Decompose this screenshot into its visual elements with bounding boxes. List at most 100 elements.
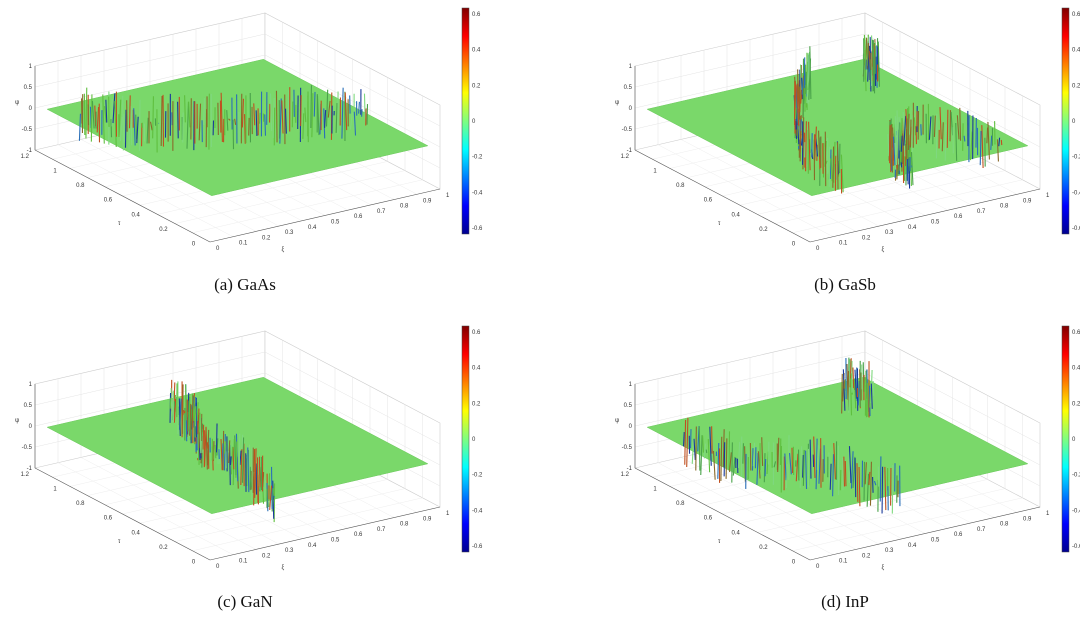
y-tick-label: 0 (192, 559, 196, 565)
x-axis-label: ξ (282, 247, 285, 253)
x-tick-label: 0.7 (977, 209, 986, 215)
x-tick-label: 0.8 (400, 522, 409, 528)
surface-spike (999, 138, 1000, 146)
colorbar-tick-label: -0.4 (1072, 508, 1080, 514)
z-tick-label: -0.5 (22, 127, 33, 133)
z-tick-label: -0.5 (622, 127, 633, 133)
y-tick-label: 0.2 (159, 227, 168, 233)
surface-spike (131, 106, 132, 145)
y-tick-label: 0.6 (704, 516, 713, 522)
surface-spike (752, 448, 753, 470)
caption: (b) GaSb (814, 275, 876, 294)
z-tick-label: 1 (629, 382, 633, 388)
panel: 10.50-0.5-11.210.80.60.40.2000.10.20.30.… (615, 326, 1080, 571)
x-tick-label: 0.6 (954, 214, 963, 220)
colorbar-tick-label: -0.6 (472, 226, 483, 232)
y-axis-label: τ (118, 539, 121, 545)
y-tick-label: 0 (192, 241, 196, 247)
z-tick-label: 0 (29, 106, 33, 112)
surface-spike (256, 110, 257, 136)
caption: (a) GaAs (214, 275, 276, 294)
x-tick-label: 0.9 (1023, 516, 1032, 522)
x-tick-label: 0.9 (1023, 198, 1032, 204)
surface-spike (696, 427, 697, 471)
surface-spike (359, 102, 360, 114)
x-tick-label: 1 (1046, 511, 1050, 517)
x-tick-label: 0.2 (862, 553, 871, 559)
surface-spike (806, 121, 807, 171)
y-tick-label: 1 (653, 487, 657, 493)
y-tick-label: 0.2 (759, 545, 768, 551)
colorbar-tick-label: 0 (472, 437, 476, 443)
x-tick-label: 0.4 (308, 543, 317, 549)
x-tick-label: 0.4 (308, 225, 317, 231)
x-tick-label: 0.3 (885, 230, 894, 236)
colorbar-tick-label: 0.2 (1072, 401, 1080, 407)
colorbar-tick-label: 0.4 (1072, 366, 1080, 372)
surface-spike (364, 94, 365, 119)
x-tick-label: 1 (446, 193, 450, 199)
surface-spike (873, 381, 874, 396)
y-tick-label: 0.4 (131, 530, 140, 536)
x-tick-label: 0.1 (839, 559, 848, 565)
y-tick-label: 1.2 (621, 472, 630, 478)
y-tick-label: 0 (792, 559, 796, 565)
surface-spike (840, 470, 841, 490)
surface-spike (947, 110, 948, 148)
z-tick-label: -0.5 (622, 445, 633, 451)
colorbar (1062, 326, 1069, 552)
surface-spike (230, 456, 231, 465)
colorbar-tick-label: -0.6 (472, 544, 483, 550)
x-tick-label: 0.8 (400, 204, 409, 210)
colorbar-tick-label: 0 (1072, 119, 1076, 125)
colorbar-tick-label: -0.4 (1072, 190, 1080, 196)
x-tick-label: 0.3 (885, 548, 894, 554)
z-axis-label: ψ (615, 100, 619, 106)
surface-spike (732, 442, 733, 482)
y-axis-label: τ (718, 221, 721, 227)
surface-spike (960, 108, 961, 141)
colorbar-tick-label: -0.4 (472, 508, 483, 514)
x-tick-label: 0 (216, 246, 220, 252)
x-tick-label: 0.6 (354, 532, 363, 538)
x-tick-label: 0 (816, 564, 820, 570)
x-tick-label: 0.6 (354, 214, 363, 220)
x-tick-label: 0.1 (239, 241, 248, 247)
y-tick-label: 0.8 (76, 183, 85, 189)
y-tick-label: 1 (653, 169, 657, 175)
surface-spike (227, 451, 228, 456)
axis-line (810, 189, 1040, 242)
axis-line (810, 507, 1040, 560)
x-tick-label: 0.4 (908, 543, 917, 549)
colorbar-tick-label: -0.6 (1072, 226, 1080, 232)
z-axis-label: ψ (15, 100, 19, 106)
z-tick-label: 1 (629, 64, 633, 70)
x-tick-label: 0.8 (1000, 204, 1009, 210)
surface-spike (239, 434, 240, 477)
surface-spike (866, 59, 867, 69)
y-tick-label: 0.6 (704, 198, 713, 204)
z-tick-label: 0 (629, 106, 633, 112)
surface-spike (882, 467, 883, 514)
surface-spike (745, 446, 746, 481)
panel: 10.50-0.5-11.210.80.60.40.2000.10.20.30.… (15, 8, 483, 253)
panel: 10.50-0.5-11.210.80.60.40.2000.10.20.30.… (15, 326, 483, 571)
y-tick-label: 0.8 (676, 183, 685, 189)
colorbar-tick-label: -0.2 (1072, 473, 1080, 479)
y-tick-label: 0.4 (731, 212, 740, 218)
x-tick-label: 1 (1046, 193, 1050, 199)
surface-spike (126, 110, 127, 148)
surface-spike (139, 100, 140, 151)
x-tick-label: 0.9 (423, 198, 432, 204)
y-tick-label: 1 (53, 169, 57, 175)
colorbar (462, 8, 469, 234)
x-axis-label: ξ (882, 565, 885, 571)
surface-spike (765, 459, 766, 476)
colorbar (462, 326, 469, 552)
x-tick-label: 0.2 (262, 235, 271, 241)
surface-spike (314, 92, 315, 117)
z-tick-label: 0.5 (624, 403, 633, 409)
surface-spike (153, 96, 154, 138)
colorbar-tick-label: -0.6 (1072, 544, 1080, 550)
surface-spike (853, 367, 854, 388)
